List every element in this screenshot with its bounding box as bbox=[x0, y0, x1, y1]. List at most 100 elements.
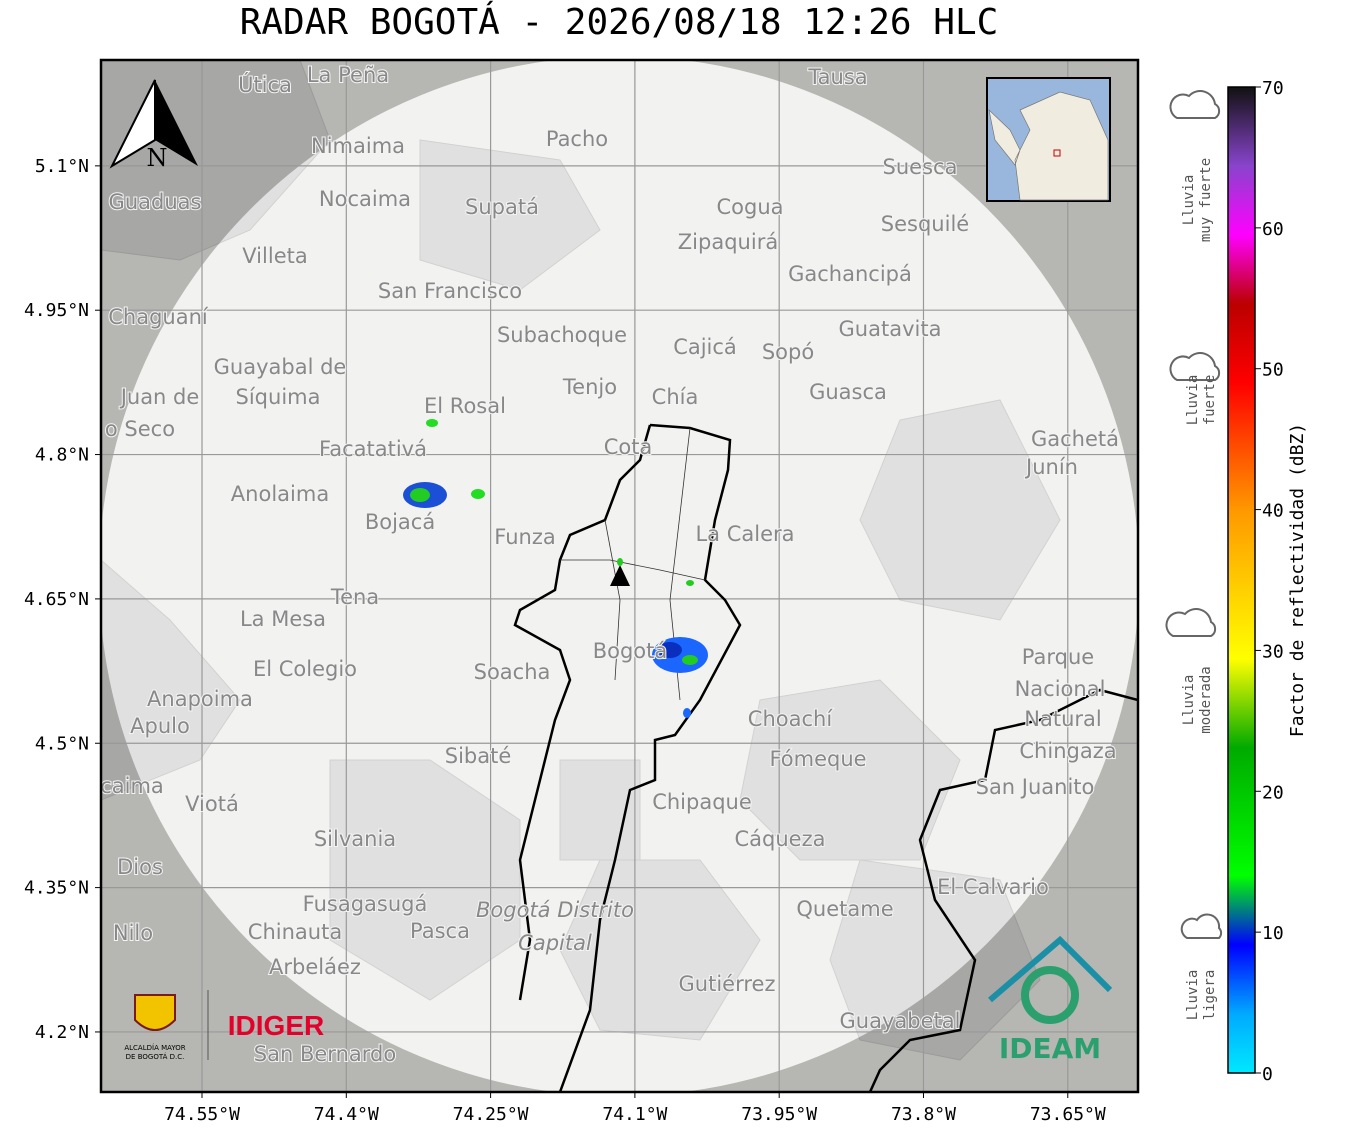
map-frame bbox=[99, 58, 1140, 1094]
place-label: Anapoima bbox=[147, 687, 253, 711]
place-label: Chaguaní bbox=[108, 305, 209, 329]
rain-level-label: Lluvia bbox=[1185, 970, 1201, 1021]
place-label: Anolaima bbox=[231, 482, 329, 506]
place-label: Nilo bbox=[113, 921, 153, 945]
north-arrow: N bbox=[109, 79, 198, 172]
place-label: Viotá bbox=[185, 792, 239, 816]
x-tick-label: 73.65°W bbox=[1030, 1104, 1106, 1125]
place-label: Zipaquirá bbox=[678, 230, 778, 254]
y-tick-label: 4.95°N bbox=[24, 300, 89, 321]
rain-level-label: fuerte bbox=[1202, 375, 1218, 426]
place-label: La Peña bbox=[307, 63, 389, 87]
place-label: Junín bbox=[1024, 455, 1078, 479]
idiger-logo: IDIGER bbox=[228, 1010, 324, 1041]
district-label: Bogotá Distrito bbox=[476, 898, 634, 922]
rain-level-label: Lluvia bbox=[1181, 675, 1197, 726]
logos: ALCALDÍA MAYOR DE BOGOTÁ D.C. IDIGER IDE… bbox=[124, 935, 1113, 1065]
place-label: El Calvario bbox=[937, 875, 1049, 899]
place-label: o Seco bbox=[105, 417, 175, 441]
place-label: caima bbox=[100, 774, 164, 798]
north-label: N bbox=[147, 144, 168, 172]
x-tick-label: 73.95°W bbox=[741, 1104, 817, 1125]
place-label: Sesquilé bbox=[881, 212, 969, 236]
place-label: Nacional bbox=[1015, 677, 1106, 701]
radar-echoes bbox=[403, 419, 708, 718]
title: RADAR BOGOTÁ - 2026/08/18 12:26 HLC bbox=[240, 1, 999, 43]
place-label: Pasca bbox=[410, 919, 470, 943]
place-label: Tenjo bbox=[562, 375, 617, 399]
place-label: Nimaima bbox=[311, 134, 405, 158]
place-label: Bojacá bbox=[365, 510, 435, 534]
place-label: Chingaza bbox=[1019, 739, 1116, 763]
place-label: Útica bbox=[238, 72, 292, 97]
y-tick-label: 4.5°N bbox=[35, 733, 89, 754]
colorbar-tick-label: 50 bbox=[1262, 360, 1284, 381]
place-label: Guaduas bbox=[109, 190, 202, 214]
place-label: Funza bbox=[494, 525, 555, 549]
district-label: Capital bbox=[518, 931, 592, 955]
place-label: Síquima bbox=[236, 385, 321, 409]
place-label: El Rosal bbox=[424, 394, 506, 418]
place-label: Quetame bbox=[796, 897, 893, 921]
map: La Peña Útica Tausa Pacho Nimaima Suesca Guadu… bbox=[100, 60, 1138, 1092]
place-label: Dios bbox=[117, 855, 163, 879]
place-label: Chipaque bbox=[652, 790, 752, 814]
y-tick-label: 4.35°N bbox=[24, 878, 89, 899]
colorbar-tick-label: 40 bbox=[1262, 501, 1284, 522]
ideam-logo: IDEAM bbox=[999, 1032, 1101, 1065]
y-tick-label: 5.1°N bbox=[35, 156, 89, 177]
rain-level-label: moderada bbox=[1198, 666, 1214, 733]
place-label: Subachoque bbox=[497, 323, 627, 347]
place-label: Fusagasugá bbox=[303, 892, 428, 916]
place-label: Gachancipá bbox=[788, 262, 912, 286]
place-label: Soacha bbox=[474, 660, 551, 684]
colorbar-tick-label: 0 bbox=[1262, 1064, 1273, 1085]
rain-level-label: muy fuerte bbox=[1198, 158, 1214, 242]
place-label: Fómeque bbox=[769, 747, 866, 771]
place-label: Natural bbox=[1024, 707, 1101, 731]
place-label: Tausa bbox=[807, 65, 867, 89]
place-label: Cota bbox=[604, 435, 653, 459]
place-label: Bogotá bbox=[593, 639, 668, 663]
place-label: Juan de bbox=[119, 385, 200, 409]
place-label: Guasca bbox=[809, 380, 887, 404]
place-label: San Francisco bbox=[378, 279, 522, 303]
place-label: Chinauta bbox=[248, 920, 342, 944]
rain-level-label: Lluvia bbox=[1181, 175, 1197, 226]
place-label: La Mesa bbox=[240, 607, 326, 631]
place-label: Facatativá bbox=[319, 437, 427, 461]
place-label: Pacho bbox=[546, 127, 608, 151]
x-tick-label: 74.4°W bbox=[314, 1104, 379, 1125]
colorbar-tick-label: 60 bbox=[1262, 219, 1284, 240]
y-tick-label: 4.65°N bbox=[24, 589, 89, 610]
colorbar-tick-label: 20 bbox=[1262, 782, 1284, 803]
colorbar-label: Factor de reflectividad (dBZ) bbox=[1287, 423, 1308, 737]
place-label: Gachetá bbox=[1031, 427, 1119, 451]
x-tick-label: 73.8°W bbox=[891, 1104, 956, 1125]
y-tick-label: 4.2°N bbox=[35, 1022, 89, 1043]
x-tick-label: 74.1°W bbox=[602, 1104, 667, 1125]
place-label: Arbeláez bbox=[269, 955, 361, 979]
place-label: Villeta bbox=[242, 244, 307, 268]
place-label: Tena bbox=[330, 585, 379, 609]
alcaldia-logo-line: ALCALDÍA MAYOR bbox=[124, 1043, 185, 1052]
place-label: Nocaima bbox=[319, 187, 411, 211]
x-tick-label: 74.55°W bbox=[164, 1104, 240, 1125]
place-label: Supatá bbox=[465, 195, 539, 219]
place-label: Apulo bbox=[130, 714, 190, 738]
colorbar-tick-label: 30 bbox=[1262, 641, 1284, 662]
rain-level-label: Lluvia bbox=[1185, 375, 1201, 426]
place-label: Silvania bbox=[314, 827, 396, 851]
place-label: Chía bbox=[652, 385, 699, 409]
place-label: Guayabetal bbox=[840, 1009, 961, 1033]
colorbar-tick-label: 10 bbox=[1262, 923, 1284, 944]
place-label: Cogua bbox=[716, 195, 783, 219]
rain-level-label: ligera bbox=[1202, 970, 1218, 1021]
place-label: La Calera bbox=[695, 522, 794, 546]
place-label: Sopó bbox=[762, 340, 814, 364]
place-label: San Bernardo bbox=[254, 1042, 396, 1066]
place-label: Cáqueza bbox=[735, 827, 826, 851]
place-label: Sibaté bbox=[445, 744, 512, 768]
x-tick-label: 74.25°W bbox=[453, 1104, 529, 1125]
place-label: Suesca bbox=[883, 155, 958, 179]
